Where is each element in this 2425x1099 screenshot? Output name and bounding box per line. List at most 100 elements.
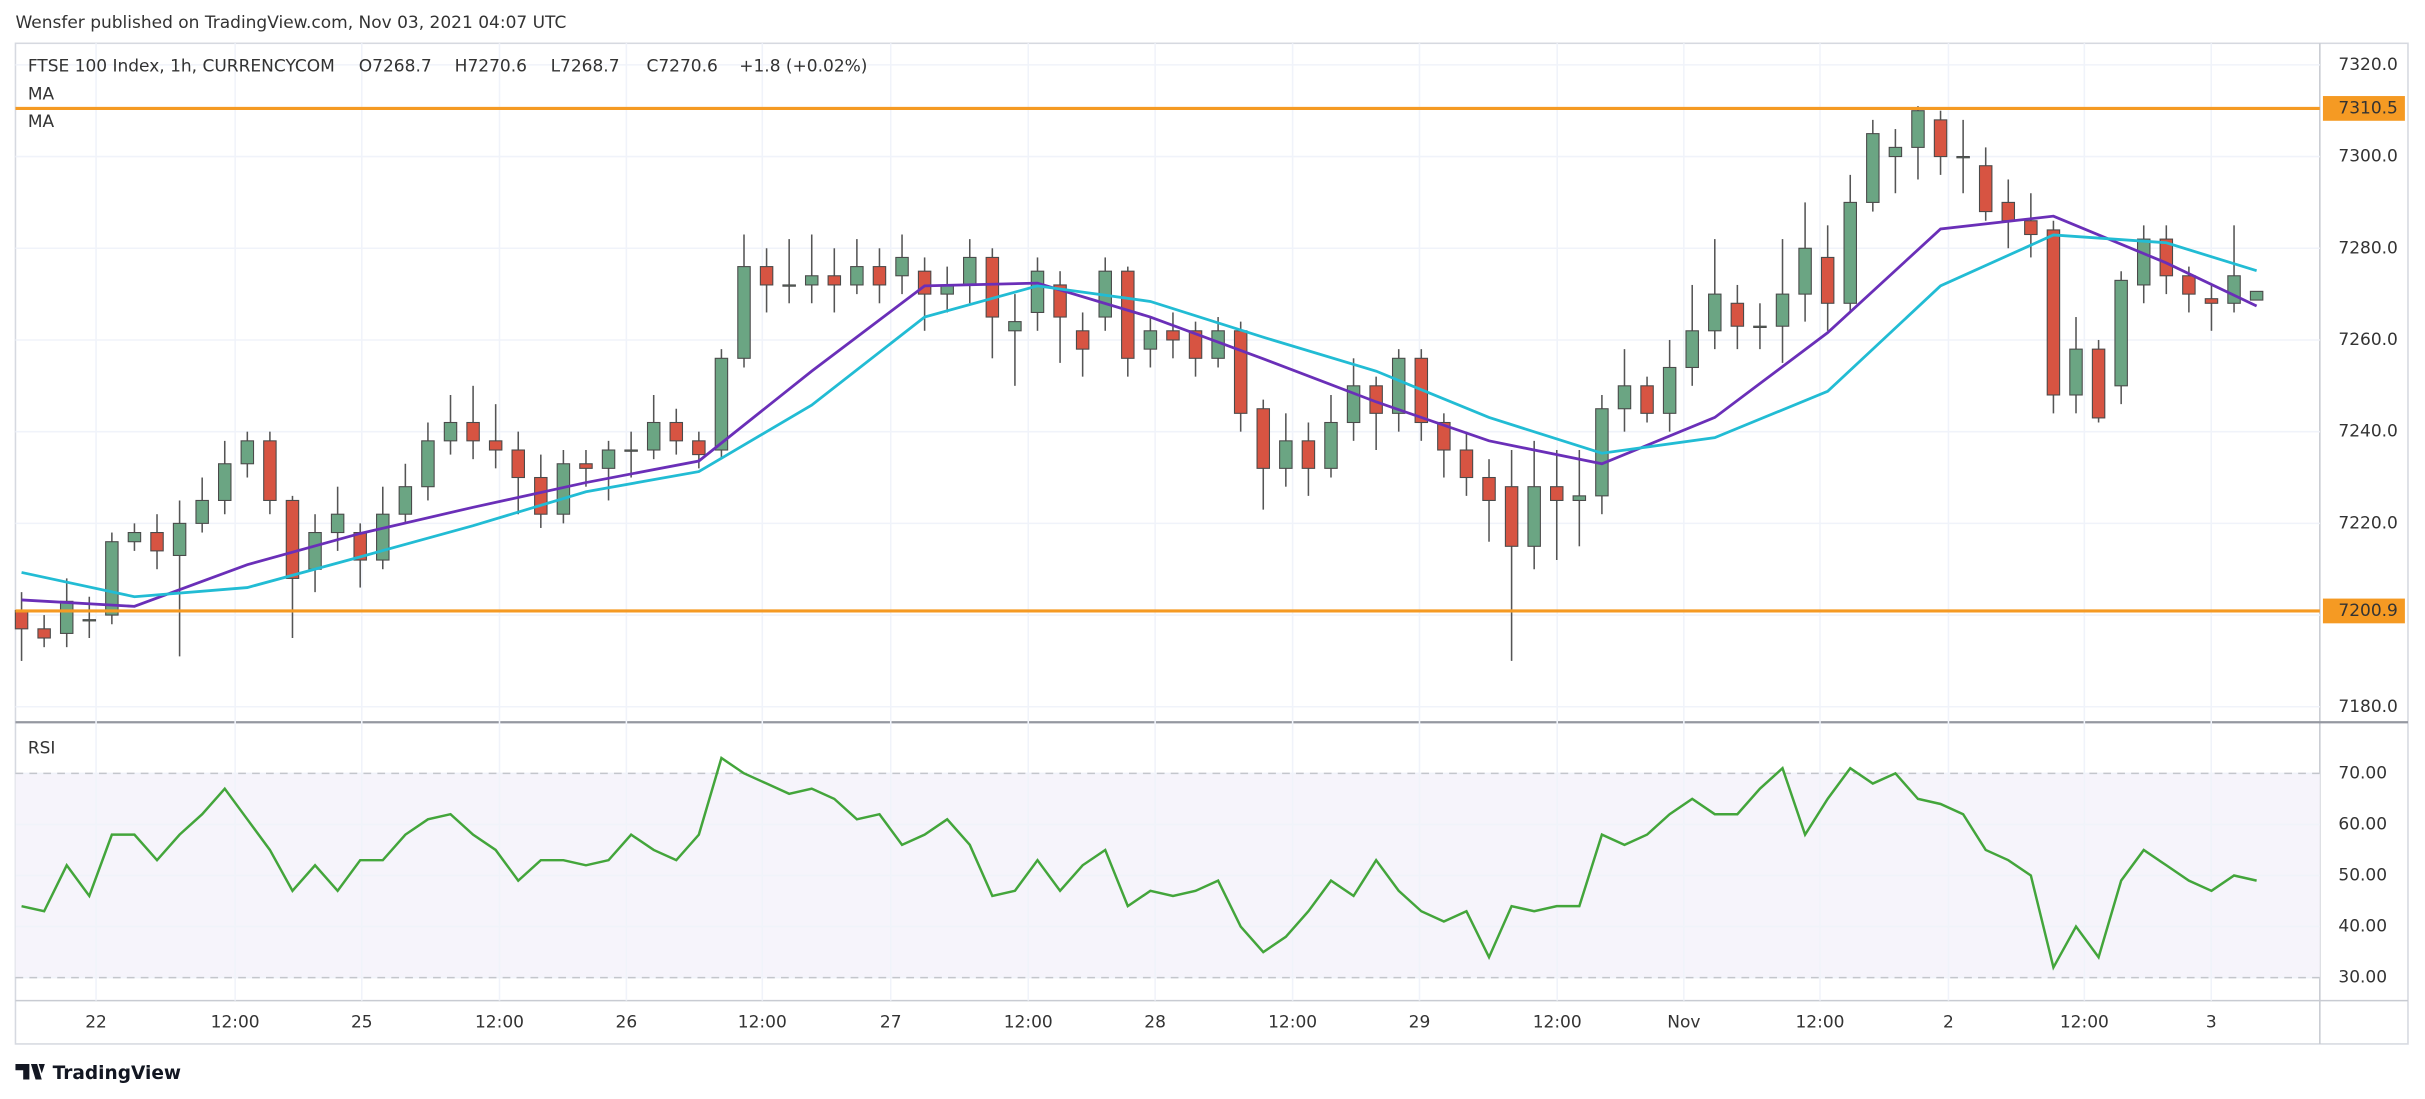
candle-body [1279, 440, 1293, 469]
candle-body [646, 421, 661, 451]
candle-body [1482, 476, 1496, 501]
candle-body [2249, 290, 2264, 301]
level-label-bg [2322, 96, 2405, 121]
publish-note: Wensfer published on TradingView.com, No… [15, 13, 566, 33]
x-tick-label: 22 [85, 1012, 107, 1032]
candle-body [2001, 201, 2016, 222]
candle-body [1708, 293, 1722, 332]
candle-body [1798, 247, 1812, 295]
candle-body [127, 532, 142, 543]
ma-line [21, 214, 2258, 608]
legend-ma: MA [28, 112, 55, 132]
candle-body [1775, 293, 1790, 327]
candle-body [1459, 449, 1474, 479]
candle-body [1437, 421, 1451, 451]
candle-body [1324, 421, 1338, 469]
candle-body [1640, 385, 1654, 414]
x-tick-label: 25 [351, 1012, 373, 1032]
x-tick-label: 12:00 [1795, 1012, 1844, 1032]
candle-body [1391, 357, 1406, 414]
candle-body [308, 532, 322, 570]
candle-body [692, 440, 706, 456]
y-tick-label: 70.00 [2338, 763, 2387, 783]
legend-symbol: FTSE 100 Index, 1h, CURRENCYCOM [28, 57, 335, 77]
y-tick-label: 40.00 [2338, 917, 2387, 937]
candle-body [330, 513, 345, 534]
candle-body [1617, 385, 1632, 410]
candle-body [2159, 238, 2174, 277]
rsi-line [21, 756, 2257, 971]
candle-body [1550, 486, 1564, 501]
candle-body [1911, 110, 1925, 148]
candle-body [285, 499, 300, 579]
ohlc-value: H7270.6 [455, 57, 527, 77]
x-tick-label: 3 [2206, 1012, 2217, 1032]
candle-body [2182, 275, 2196, 295]
candle-body [1820, 256, 1835, 304]
x-tick-label: 26 [616, 1012, 638, 1032]
candle-body [1008, 321, 1022, 332]
x-tick-label: 12:00 [2060, 1012, 2109, 1032]
candle-body [488, 440, 503, 451]
candle-body [2204, 298, 2219, 304]
x-tick-label: 28 [1144, 1012, 1166, 1032]
brand: TradingView [53, 1063, 181, 1084]
x-tick-label: 27 [880, 1012, 902, 1032]
x-tick-label: 12:00 [738, 1012, 787, 1032]
candle-body [1233, 330, 1248, 414]
candle-body [1888, 146, 1903, 158]
y-tick-label: 7180.0 [2338, 697, 2397, 717]
candle-body [624, 449, 638, 452]
candle-body [240, 440, 255, 465]
ohlc-value: L7268.7 [551, 57, 620, 77]
candle-body [714, 357, 729, 451]
candle-body [782, 284, 796, 287]
x-tick-label: 29 [1409, 1012, 1431, 1032]
candle-body [82, 619, 97, 622]
candle-body [263, 440, 277, 501]
candle-body [2091, 348, 2106, 419]
level-label: 7310.5 [2338, 98, 2397, 118]
frame [14, 42, 2409, 1045]
candle-body [534, 476, 548, 515]
candle-body [466, 421, 480, 442]
y-tick-label: 7320.0 [2338, 55, 2397, 75]
candle-body [150, 532, 164, 552]
y-tick-label: 60.00 [2338, 814, 2387, 834]
candle-body [37, 628, 51, 639]
candle-body [669, 421, 684, 442]
candle-body [1143, 330, 1158, 350]
y-tick-label: 7280.0 [2338, 238, 2397, 258]
x-tick-label: 12:00 [211, 1012, 260, 1032]
candle-body [737, 266, 751, 359]
candle-body [1301, 440, 1316, 469]
candle-body [1030, 270, 1045, 313]
candle-body [850, 266, 864, 286]
candle-body [217, 463, 232, 501]
candle-body [804, 275, 819, 286]
candle-body [1053, 284, 1067, 318]
candle-body [2024, 220, 2038, 236]
candle-body [1504, 486, 1519, 547]
level-label-bg [2322, 598, 2405, 624]
candle-body [1166, 330, 1180, 341]
candle-body [1527, 486, 1541, 547]
x-tick-label: 12:00 [475, 1012, 524, 1032]
candle-body [872, 266, 887, 286]
brand-logo [15, 1064, 45, 1080]
candle-body [985, 256, 1000, 318]
candle-body [1572, 495, 1587, 501]
ma-line [21, 233, 2258, 599]
candle-body [511, 449, 525, 479]
candle-body [1256, 408, 1271, 469]
candle-body [398, 486, 413, 515]
x-tick-label: 12:00 [1004, 1012, 1053, 1032]
candle-body [601, 449, 616, 469]
rsi-title: RSI [28, 739, 56, 759]
ohlc-value: O7268.7 [359, 57, 432, 77]
candle-body [2114, 279, 2128, 387]
candle-body [2046, 229, 2061, 396]
candle-body [195, 499, 209, 524]
plot-area [14, 106, 2320, 979]
